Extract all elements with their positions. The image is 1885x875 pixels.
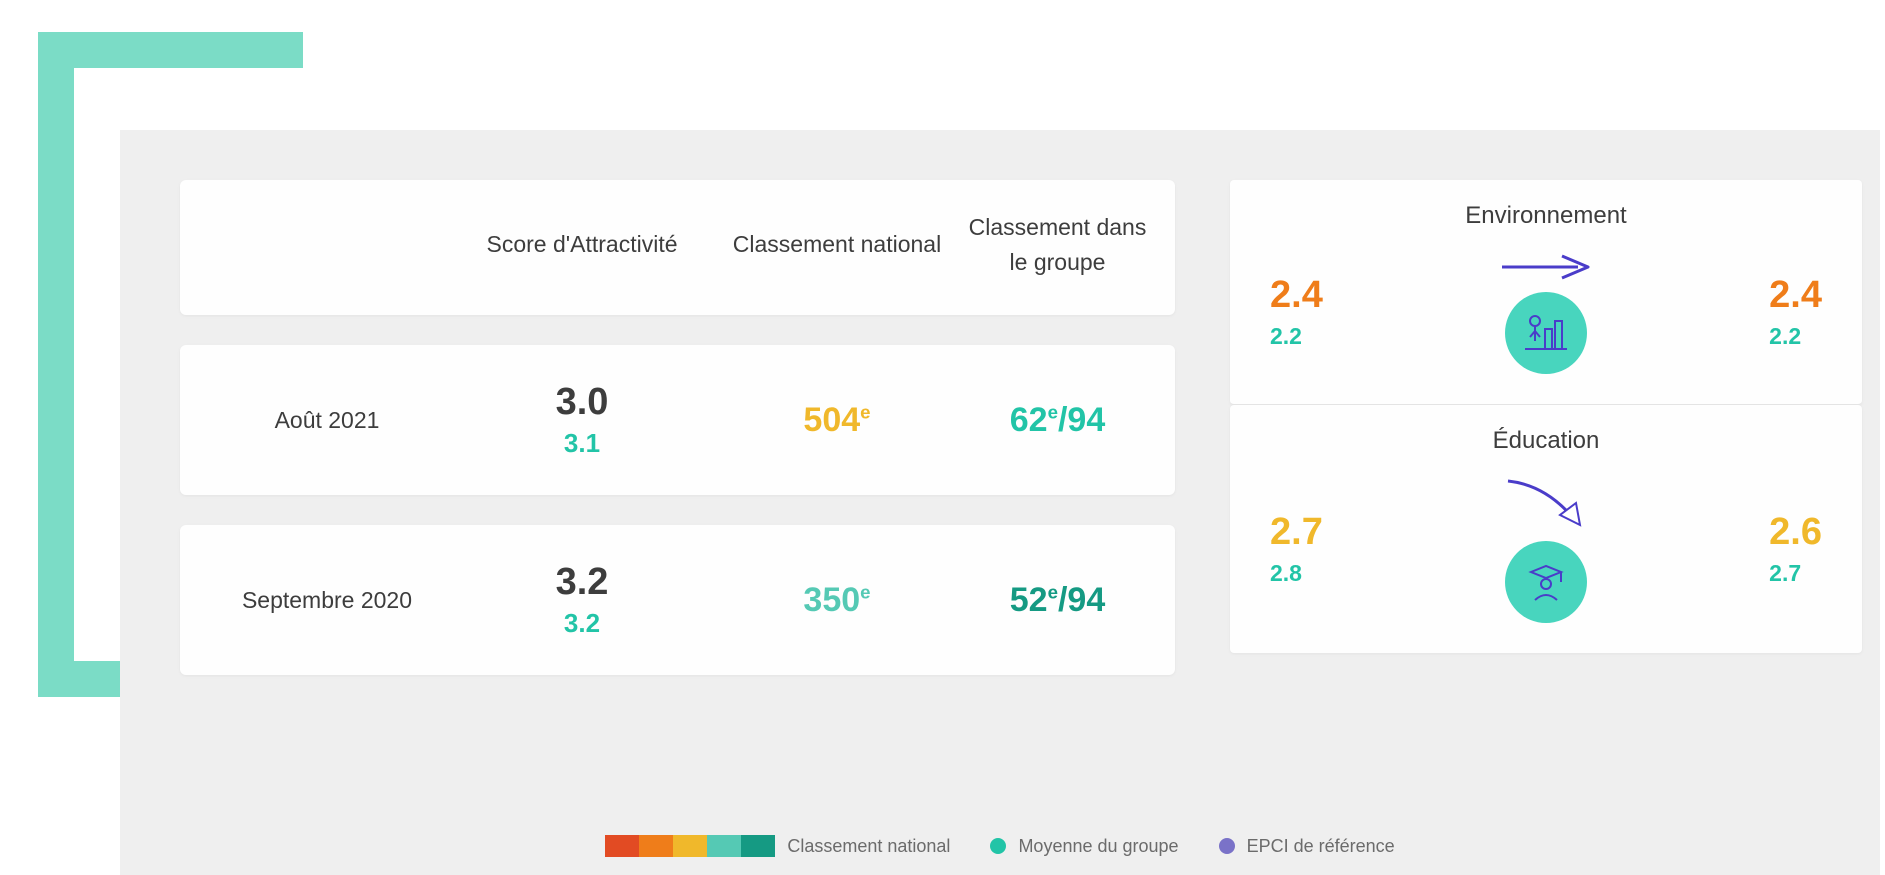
table-row: Août 2021 3.0 3.1 504e 62e/94 xyxy=(180,345,1175,495)
tile-title: Environnement xyxy=(1270,202,1822,230)
score-sub: 3.1 xyxy=(452,428,712,459)
score-cell: 3.0 3.1 xyxy=(452,381,712,459)
legend-label: Classement national xyxy=(787,836,950,857)
trend-flat-arrow-icon xyxy=(1496,250,1596,284)
value-secondary: 2.7 xyxy=(1769,560,1822,587)
value-primary: 2.4 xyxy=(1270,274,1323,317)
header-group: Classement dans le groupe xyxy=(962,210,1153,279)
score-main: 3.0 xyxy=(452,381,712,424)
legend-dot-icon xyxy=(990,838,1006,854)
education-icon xyxy=(1505,541,1587,623)
score-sub: 3.2 xyxy=(452,608,712,639)
group-rank-cell: 52e/94 xyxy=(962,581,1153,620)
score-main: 3.2 xyxy=(452,561,712,604)
legend-label: EPCI de référence xyxy=(1247,836,1395,857)
national-rank-cell: 504e xyxy=(712,401,962,440)
legend-swatches xyxy=(605,835,775,857)
category-tiles: Environnement 2.4 2.2 xyxy=(1230,180,1880,875)
value-secondary: 2.8 xyxy=(1270,560,1323,587)
trend-down-arrow-icon xyxy=(1496,475,1596,533)
period-label: Août 2021 xyxy=(202,407,452,434)
value-secondary: 2.2 xyxy=(1769,323,1822,350)
header-score: Score d'Attractivité xyxy=(452,227,712,262)
legend-dot-icon xyxy=(1219,838,1235,854)
value-primary: 2.4 xyxy=(1769,274,1822,317)
rankings-table: Score d'Attractivité Classement national… xyxy=(120,180,1230,875)
value-secondary: 2.2 xyxy=(1270,323,1323,350)
tile-environnement: Environnement 2.4 2.2 xyxy=(1230,180,1862,405)
tile-education: Éducation 2.7 2.8 xyxy=(1230,405,1862,653)
tile-title: Éducation xyxy=(1270,427,1822,455)
legend: Classement national Moyenne du groupe EP… xyxy=(120,835,1880,857)
table-header-row: Score d'Attractivité Classement national… xyxy=(180,180,1175,315)
table-row: Septembre 2020 3.2 3.2 350e 52e/94 xyxy=(180,525,1175,675)
legend-epci: EPCI de référence xyxy=(1219,836,1395,857)
tile-left-values: 2.4 2.2 xyxy=(1270,274,1323,350)
tile-center xyxy=(1496,475,1596,623)
score-cell: 3.2 3.2 xyxy=(452,561,712,639)
tile-right-values: 2.6 2.7 xyxy=(1769,511,1822,587)
legend-national: Classement national xyxy=(605,835,950,857)
header-national: Classement national xyxy=(712,227,962,262)
period-label: Septembre 2020 xyxy=(202,584,452,616)
tile-right-values: 2.4 2.2 xyxy=(1769,274,1822,350)
national-rank-cell: 350e xyxy=(712,581,962,620)
value-primary: 2.7 xyxy=(1270,511,1323,554)
legend-label: Moyenne du groupe xyxy=(1018,836,1178,857)
tile-center xyxy=(1496,250,1596,374)
group-rank-cell: 62e/94 xyxy=(962,401,1153,440)
environment-icon xyxy=(1505,292,1587,374)
value-primary: 2.6 xyxy=(1769,511,1822,554)
tile-left-values: 2.7 2.8 xyxy=(1270,511,1323,587)
legend-group: Moyenne du groupe xyxy=(990,836,1178,857)
dashboard-panel: Score d'Attractivité Classement national… xyxy=(120,130,1880,875)
